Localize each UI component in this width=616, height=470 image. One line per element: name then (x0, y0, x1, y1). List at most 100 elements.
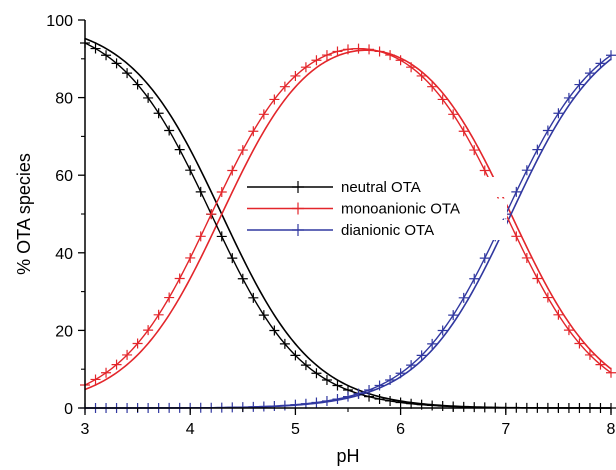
data-point-monoanionic-ota (469, 145, 480, 156)
legend-background (245, 198, 507, 219)
data-point-monoanionic-ota (227, 165, 238, 176)
data-point-dianionic-ota (353, 388, 364, 399)
legend-background (245, 177, 507, 197)
data-point-dianionic-ota (595, 58, 606, 69)
data-point-dianionic-ota (606, 50, 616, 61)
data-point-dianionic-ota (553, 108, 564, 119)
data-point-neutral-ota (111, 58, 122, 69)
x-tick-label: 5 (291, 421, 300, 438)
data-point-monoanionic-ota (174, 273, 185, 284)
y-tick-label: 100 (46, 13, 73, 30)
data-point-dianionic-ota (385, 374, 396, 385)
data-point-dianionic-ota (374, 380, 385, 391)
data-point-dianionic-ota (321, 395, 332, 406)
data-point-monoanionic-ota (364, 44, 375, 55)
y-tick-label: 80 (55, 91, 73, 108)
data-point-monoanionic-ota (343, 44, 353, 55)
data-point-neutral-ota (174, 144, 185, 155)
data-point-neutral-ota (258, 310, 269, 321)
y-tick-label: 0 (64, 401, 73, 418)
data-point-neutral-ota (427, 400, 438, 411)
data-point-neutral-ota (132, 79, 143, 90)
data-point-neutral-ota (300, 360, 311, 371)
data-point-monoanionic-ota (437, 94, 448, 105)
data-point-monoanionic-ota (448, 109, 459, 120)
data-point-monoanionic-ota (153, 309, 164, 320)
data-point-dianionic-ota (395, 368, 406, 379)
data-point-monoanionic-ota (300, 62, 311, 73)
data-point-neutral-ota (311, 368, 322, 379)
data-point-monoanionic-ota (164, 292, 175, 303)
data-point-dianionic-ota (343, 391, 353, 402)
data-point-dianionic-ota (311, 397, 322, 408)
data-point-neutral-ota (321, 374, 332, 385)
data-point-monoanionic-ota (511, 231, 522, 242)
data-point-dianionic-ota (448, 310, 459, 321)
legend: neutral OTA monoanionic OTA dianionic OTA (245, 177, 507, 240)
data-point-monoanionic-ota (185, 252, 196, 263)
x-tick-label: 8 (607, 421, 616, 438)
data-point-monoanionic-ota (427, 81, 438, 92)
data-point-monoanionic-ota (237, 145, 248, 156)
data-point-dianionic-ota (269, 401, 280, 412)
data-point-monoanionic-ota (353, 43, 364, 54)
x-tick-label: 4 (186, 421, 195, 438)
data-point-monoanionic-ota (553, 309, 564, 320)
data-point-neutral-ota (195, 186, 206, 197)
data-point-neutral-ota (185, 165, 196, 176)
data-point-monoanionic-ota (479, 165, 490, 176)
data-point-dianionic-ota (521, 165, 532, 176)
data-point-monoanionic-ota (321, 50, 332, 61)
data-point-dianionic-ota (300, 398, 311, 409)
data-point-dianionic-ota (248, 401, 259, 412)
data-point-monoanionic-ota (584, 349, 595, 360)
data-point-neutral-ota (458, 401, 469, 412)
data-point-monoanionic-ota (532, 273, 543, 284)
data-point-monoanionic-ota (574, 338, 585, 349)
data-point-dianionic-ota (532, 144, 543, 155)
data-point-neutral-ota (290, 350, 301, 361)
data-point-neutral-ota (227, 253, 238, 264)
data-point-neutral-ota (332, 380, 343, 391)
data-point-monoanionic-ota (206, 209, 217, 220)
x-axis-title: pH (336, 446, 359, 466)
data-point-monoanionic-ota (279, 81, 290, 92)
data-point-monoanionic-ota (385, 50, 396, 61)
data-point-dianionic-ota (279, 400, 290, 411)
data-point-neutral-ota (395, 397, 406, 408)
x-tick-label: 7 (501, 421, 510, 438)
x-tick-label: 6 (396, 421, 405, 438)
data-point-neutral-ota (143, 92, 154, 103)
series-line-monoanionic-ota (84, 49, 612, 391)
data-point-neutral-ota (279, 338, 290, 349)
data-point-monoanionic-ota (563, 325, 574, 336)
data-point-monoanionic-ota (416, 70, 427, 81)
data-point-neutral-ota (469, 402, 480, 413)
data-point-monoanionic-ota (290, 70, 301, 81)
data-point-dianionic-ota (584, 68, 595, 79)
legend-marker (292, 181, 304, 193)
legend-background (245, 220, 507, 240)
y-tick-label: 40 (55, 246, 73, 263)
legend-label: neutral OTA (341, 179, 421, 196)
data-point-monoanionic-ota (90, 374, 101, 385)
data-point-monoanionic-ota (332, 46, 343, 57)
data-point-monoanionic-ota (542, 292, 553, 303)
data-point-monoanionic-ota (269, 94, 280, 105)
x-tick-label: 3 (81, 421, 90, 438)
data-point-monoanionic-ota (216, 187, 227, 198)
data-point-neutral-ota (437, 401, 448, 412)
data-point-monoanionic-ota (111, 359, 122, 370)
data-point-neutral-ota (269, 325, 280, 336)
data-point-monoanionic-ota (458, 126, 469, 137)
data-point-monoanionic-ota (311, 55, 322, 66)
data-point-neutral-ota (101, 50, 112, 61)
data-point-monoanionic-ota (101, 367, 112, 378)
data-point-dianionic-ota (406, 360, 417, 371)
data-point-dianionic-ota (416, 350, 427, 361)
data-point-neutral-ota (90, 43, 101, 54)
legend-label: dianionic OTA (341, 222, 434, 239)
